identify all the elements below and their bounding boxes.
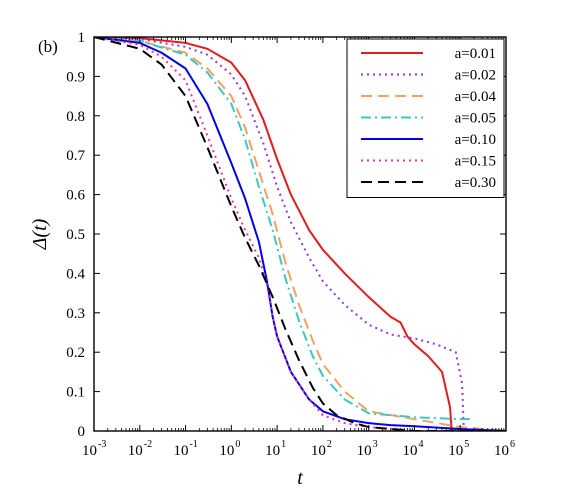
x-tick-label: 10 6	[494, 439, 515, 459]
x-tick-label: 10 -1	[174, 439, 198, 459]
x-tick-base: 10	[448, 443, 463, 459]
y-tick-label: 0.5	[66, 227, 85, 243]
y-tick-label: 0.3	[66, 306, 85, 322]
x-tick-label: 10 4	[402, 439, 423, 459]
ticks-layer: 10 -3 10 -2 10 -1 10 0 10 1 10 2 10 3 10 4 10 5 10 600.10.2…	[66, 30, 515, 459]
x-tick-exponent: 2	[327, 439, 332, 450]
x-tick-exponent: 1	[281, 439, 286, 450]
x-tick-label: 10 0	[219, 439, 240, 459]
series-line-1	[94, 37, 465, 431]
y-tick-label: 0.4	[66, 266, 85, 282]
y-tick-label: 0.2	[66, 345, 85, 361]
y-axis-label: Δ(t)	[29, 218, 51, 250]
x-tick-base: 10	[311, 443, 326, 459]
x-tick-exponent: 0	[235, 439, 240, 450]
x-tick-label: 10 -2	[128, 439, 152, 459]
y-tick-label: 0.6	[66, 188, 85, 204]
x-tick-exponent: 3	[373, 439, 378, 450]
x-tick-label: 10 2	[311, 439, 332, 459]
x-tick-base: 10	[494, 443, 509, 459]
x-tick-label: 10 3	[357, 439, 378, 459]
y-tick-label: 0	[78, 424, 86, 440]
y-tick-label: 0.8	[66, 109, 85, 125]
legend-box	[346, 38, 505, 198]
x-tick-base: 10	[174, 443, 189, 459]
y-tick-label: 1	[78, 30, 86, 46]
x-tick-base: 10	[82, 443, 97, 459]
y-tick-label: 0.9	[66, 69, 85, 85]
x-tick-exponent: 5	[464, 439, 469, 450]
legend-label-5: a=0.15	[455, 154, 496, 170]
legend-label-3: a=0.05	[455, 111, 496, 127]
x-tick-label: 10 1	[265, 439, 286, 459]
y-tick-label: 0.1	[66, 385, 85, 401]
panel-label: (b)	[38, 37, 58, 56]
x-tick-exponent: -2	[144, 439, 152, 450]
series-line-0	[94, 37, 453, 431]
series-line-3	[94, 37, 474, 421]
legend-label-4: a=0.10	[455, 132, 496, 148]
x-tick-exponent: -3	[98, 439, 106, 450]
x-tick-base: 10	[219, 443, 234, 459]
legend-label-0: a=0.01	[455, 46, 496, 62]
x-tick-base: 10	[402, 443, 417, 459]
x-tick-label: 10 -3	[82, 439, 106, 459]
series-line-2	[94, 37, 506, 431]
legend-label-1: a=0.02	[455, 68, 496, 84]
legend-label-6: a=0.30	[455, 175, 496, 191]
x-tick-exponent: 6	[510, 439, 515, 450]
x-tick-label: 10 5	[448, 439, 469, 459]
x-tick-exponent: -1	[190, 439, 198, 450]
y-tick-label: 0.7	[66, 148, 85, 164]
series-line-6	[94, 37, 506, 431]
series-layer	[94, 37, 506, 431]
x-axis-label: t	[297, 467, 303, 489]
legend-label-2: a=0.04	[455, 89, 497, 105]
x-tick-base: 10	[357, 443, 372, 459]
legend: a=0.01 a=0.02 a=0.04 a=0.05 a=0.10 a=0.15 a=0.…	[346, 38, 505, 198]
x-tick-base: 10	[128, 443, 143, 459]
x-tick-exponent: 4	[418, 439, 423, 450]
x-tick-base: 10	[265, 443, 280, 459]
